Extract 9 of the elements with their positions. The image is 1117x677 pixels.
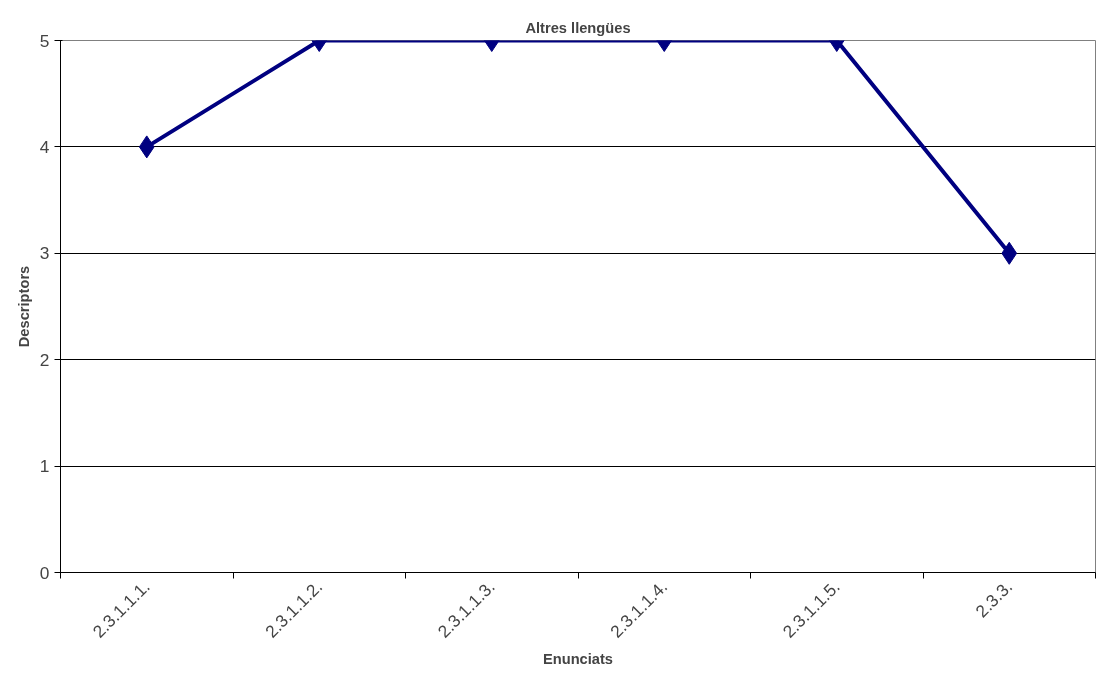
y-tick-label: 4 [39, 136, 50, 157]
y-tick-label: 2 [39, 349, 50, 370]
y-tick-label: 5 [39, 30, 50, 51]
chart-title: Altres llengües [525, 19, 631, 36]
y-tick-label: 0 [39, 562, 50, 583]
y-axis-title: Descriptors [15, 265, 32, 348]
y-tick-label: 1 [39, 456, 50, 477]
x-axis-title: Enunciats [542, 651, 614, 668]
y-tick-label: 3 [39, 243, 50, 264]
